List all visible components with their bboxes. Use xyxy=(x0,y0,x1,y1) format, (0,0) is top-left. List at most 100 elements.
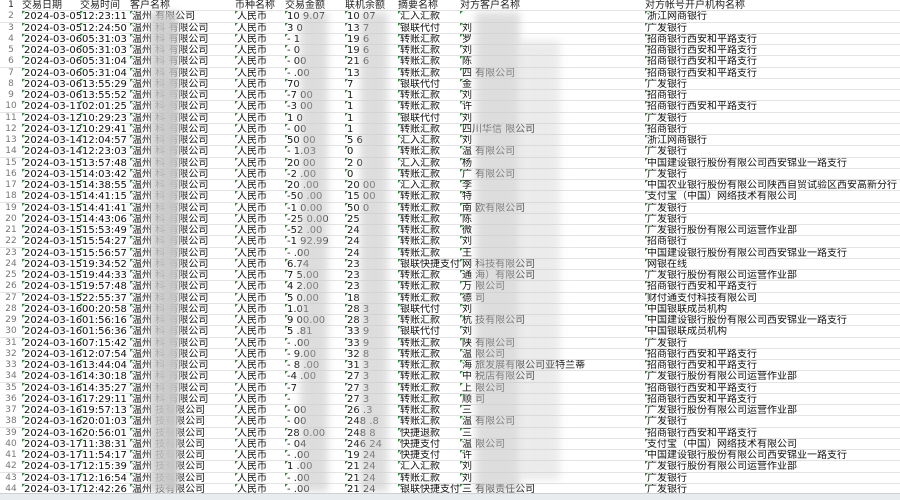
customer-cell[interactable]: 温州 科 有限公司 xyxy=(130,90,237,101)
bank-cell[interactable]: 招商银行 xyxy=(645,123,900,135)
date-cell[interactable]: 2024-03-16 xyxy=(22,315,82,326)
counterparty-cell[interactable]: 刘 xyxy=(460,326,647,337)
balance-cell[interactable]: 19 6 xyxy=(345,33,400,45)
balance-cell[interactable]: 28 3 xyxy=(345,303,400,315)
currency-cell[interactable]: 人民币 xyxy=(235,416,287,427)
amount-cell[interactable]: - .00 xyxy=(285,450,347,461)
summary-cell[interactable]: 银联代付 xyxy=(398,326,462,337)
row-number[interactable]: 38 xyxy=(0,416,22,428)
row-number[interactable]: 12 xyxy=(0,123,22,135)
bank-cell[interactable]: 网银在线 xyxy=(645,258,900,270)
date-cell[interactable]: 2024-03-15 xyxy=(22,225,82,236)
customer-cell[interactable]: 温州 科 有限公司 xyxy=(130,123,237,135)
date-cell[interactable]: 2024-03-16 xyxy=(22,303,82,315)
date-cell[interactable]: 2024-03-06 xyxy=(22,78,82,90)
currency-cell[interactable]: 人民币 xyxy=(235,236,287,247)
currency-cell[interactable]: 人民币 xyxy=(235,22,287,34)
amount-cell[interactable]: - 00 xyxy=(285,416,347,427)
bank-cell[interactable]: 广发银行 xyxy=(645,78,900,90)
time-cell[interactable]: 12:23:11 xyxy=(80,11,132,22)
bank-cell[interactable]: 广发银行股份有限公司运营作业部 xyxy=(645,371,900,382)
summary-cell[interactable]: 转账汇款 xyxy=(398,315,462,326)
summary-cell[interactable]: 转账汇款 xyxy=(398,270,462,281)
date-cell[interactable]: 2024-03-15 xyxy=(22,202,82,214)
summary-cell[interactable]: 转账汇款 xyxy=(398,123,462,135)
time-cell[interactable]: 12:07:54 xyxy=(80,348,132,360)
bank-cell[interactable]: 招商银行 xyxy=(645,236,900,247)
balance-cell[interactable]: 13 7 xyxy=(345,22,400,34)
row-number[interactable]: 39 xyxy=(0,427,22,439)
amount-cell[interactable]: 1 0 xyxy=(285,112,347,124)
customer-cell[interactable]: 温州 科 有限公司 xyxy=(130,326,237,337)
row-number[interactable]: 43 xyxy=(0,472,22,484)
currency-cell[interactable]: 人民币 xyxy=(235,135,287,146)
row-number[interactable]: 37 xyxy=(0,405,22,416)
summary-cell[interactable]: 转账汇款 xyxy=(398,225,462,236)
currency-cell[interactable]: 人民币 xyxy=(235,472,287,484)
customer-cell[interactable]: 温州 科 有限公司 xyxy=(130,225,237,236)
customer-cell[interactable]: 温州 科 有限公司 xyxy=(130,101,237,112)
balance-cell[interactable]: 25 xyxy=(345,213,400,225)
customer-cell[interactable]: 温州 技有限公司 xyxy=(130,405,237,416)
time-cell[interactable]: 12:16:54 xyxy=(80,472,132,484)
balance-cell[interactable]: 24 xyxy=(345,225,400,236)
bank-cell[interactable]: 招商银行西安和平路支行 xyxy=(645,67,900,79)
row-number[interactable]: 44 xyxy=(0,483,22,495)
time-cell[interactable]: 12:15:39 xyxy=(80,461,132,472)
date-cell[interactable]: 2024-03-17 xyxy=(22,483,82,495)
bank-cell[interactable]: 中国建设银行股份有限公司西安锦业一路支行 xyxy=(645,157,900,169)
date-cell[interactable]: 2024-03-14 xyxy=(22,135,82,146)
currency-cell[interactable]: 人民币 xyxy=(235,326,287,337)
row-number[interactable]: 40 xyxy=(0,438,22,450)
header-summary[interactable]: 摘要名称 xyxy=(398,0,438,11)
summary-cell[interactable]: 转账汇款 xyxy=(398,292,462,304)
customer-cell[interactable]: 温州 技有限公司 xyxy=(130,472,237,484)
counterparty-cell[interactable]: 杨 xyxy=(460,157,647,169)
date-cell[interactable]: 2024-03-16 xyxy=(22,348,82,360)
customer-cell[interactable]: 温州 科 有限公司 xyxy=(130,393,237,405)
bank-cell[interactable]: 广发银行 xyxy=(645,337,900,349)
customer-cell[interactable]: 温州 科 有限公司 xyxy=(130,202,237,214)
date-cell[interactable]: 2024-03-15 xyxy=(22,213,82,225)
customer-cell[interactable]: 温州 科 有限公司 xyxy=(130,281,237,292)
currency-cell[interactable]: 人民币 xyxy=(235,191,287,202)
balance-cell[interactable]: 5 6 xyxy=(345,135,400,146)
time-cell[interactable]: 00:20:58 xyxy=(80,303,132,315)
summary-cell[interactable]: 转账汇款 xyxy=(398,101,462,112)
customer-cell[interactable]: 温州 科 有限公司 xyxy=(130,112,237,124)
currency-cell[interactable]: 人民币 xyxy=(235,56,287,67)
date-cell[interactable]: 2024-03-16 xyxy=(22,416,82,428)
summary-cell[interactable]: 转账汇款 xyxy=(398,202,462,214)
balance-cell[interactable]: 1 xyxy=(345,123,400,135)
summary-cell[interactable]: 转账汇款 xyxy=(398,371,462,382)
row-number[interactable]: 42 xyxy=(0,461,22,473)
date-cell[interactable]: 2024-03-16 xyxy=(22,405,82,416)
date-cell[interactable]: 2024-03-05 xyxy=(22,11,82,23)
row-number[interactable]: 7 xyxy=(0,67,22,79)
summary-cell[interactable]: 转账汇款 xyxy=(398,67,462,79)
currency-cell[interactable]: 人民币 xyxy=(235,382,287,394)
summary-cell[interactable]: 汇入汇款 xyxy=(398,157,462,169)
counterparty-cell[interactable]: 刘 xyxy=(460,461,647,472)
date-cell[interactable]: 2024-03-16 xyxy=(22,393,82,405)
row-number[interactable]: 16 xyxy=(0,168,22,180)
time-cell[interactable]: 19:57:13 xyxy=(80,405,132,416)
time-cell[interactable]: 13:55:52 xyxy=(80,90,132,101)
time-cell[interactable]: 01:56:36 xyxy=(80,326,132,337)
counterparty-cell[interactable]: 顺 司 xyxy=(460,393,647,405)
balance-cell[interactable]: 2 0 xyxy=(345,157,400,169)
balance-cell[interactable]: 1 xyxy=(345,112,400,124)
summary-cell[interactable]: 转账汇款 xyxy=(398,247,462,259)
row-number[interactable]: 23 xyxy=(0,247,22,259)
time-cell[interactable]: 19:57:48 xyxy=(80,281,132,292)
row-number[interactable]: 33 xyxy=(0,360,22,371)
summary-cell[interactable]: 转账汇款 xyxy=(398,168,462,180)
bank-cell[interactable]: 支付宝（中国）网络技术有限公司 xyxy=(645,191,900,202)
bank-cell[interactable]: 广发银行 xyxy=(645,472,900,484)
bank-cell[interactable]: 广发银行 xyxy=(645,168,900,180)
summary-cell[interactable]: 银联代付 xyxy=(398,112,462,124)
summary-cell[interactable]: 转账汇款 xyxy=(398,56,462,67)
amount-cell[interactable]: - 00 xyxy=(285,56,347,67)
customer-cell[interactable]: 温州 科 有限公司 xyxy=(130,146,237,157)
summary-cell[interactable]: 转账汇款 xyxy=(398,236,462,247)
